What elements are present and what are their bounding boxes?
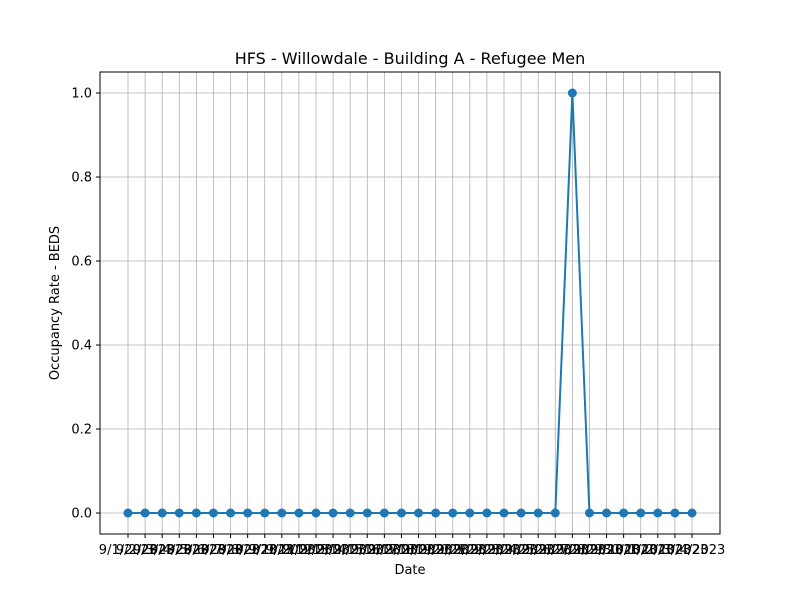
x-tick-label: 10/3/2023 [642,543,709,558]
x-tick-label: 9/4/2023 [150,543,208,558]
data-point [345,508,355,518]
x-tick-label: 9/2/2023 [116,543,174,558]
data-point [636,508,646,518]
y-tick-label: 0.6 [71,255,92,270]
x-tick-label: 10/4/2023 [659,543,726,558]
x-tick-label: 9/27/2023 [539,543,606,558]
x-tick-label: 9/17/2023 [368,543,435,558]
x-tick-label: 9/10/2023 [248,543,315,558]
x-tick-label: 9/20/2023 [419,543,486,558]
data-point [123,508,133,518]
data-point [687,508,697,518]
data-point [448,508,458,518]
data-point [567,88,577,98]
x-tick-label: 9/14/2023 [317,543,384,558]
data-point [414,508,424,518]
data-point [516,508,526,518]
grid-layer [100,72,720,534]
y-tick-label: 0.0 [71,507,92,522]
x-tick-label: 9/29/2023 [573,543,640,558]
x-tick-label: 9/22/2023 [454,543,521,558]
x-tick-label: 9/3/2023 [133,543,191,558]
x-tick-label: 9/28/2023 [556,543,623,558]
x-tick-label: 9/21/2023 [436,543,503,558]
data-point [396,508,406,518]
x-tick-label: 9/24/2023 [488,543,555,558]
data-point [670,508,680,518]
data-point [653,508,663,518]
x-tick-label: 9/26/2023 [522,543,589,558]
data-point [584,508,594,518]
x-tick-label: 9/11/2023 [266,543,333,558]
x-tick-label: 9/25/2023 [505,543,572,558]
plot-area-frame [99,71,721,535]
x-tick-label: 9/8/2023 [218,543,276,558]
x-tick-label: 9/23/2023 [471,543,538,558]
data-point [619,508,629,518]
y-tick-label: 1.0 [71,87,92,102]
x-tick-label: 9/9/2023 [236,543,294,558]
data-point [311,508,321,518]
tick-layer: 9/1/20239/2/20239/3/20239/4/20239/5/2023… [71,87,725,559]
data-point [243,508,253,518]
data-point [174,508,184,518]
x-axis-label: Date [394,563,425,578]
data-point [533,508,543,518]
data-point [602,508,612,518]
x-tick-label: 9/13/2023 [300,543,367,558]
x-tick-label: 9/6/2023 [184,543,242,558]
data-point [550,508,560,518]
x-tick-label: 9/30/2023 [590,543,657,558]
data-point [191,508,201,518]
x-tick-label: 9/15/2023 [334,543,401,558]
series-line [128,92,692,514]
x-tick-label: 10/2/2023 [624,543,691,558]
data-point [362,508,372,518]
data-point [226,508,236,518]
data-point [499,508,509,518]
data-point [140,508,150,518]
y-axis-label: Occupancy Rate - BEDS [48,226,63,380]
data-point [208,508,218,518]
x-tick-label: 9/7/2023 [201,543,259,558]
data-point [277,508,287,518]
data-point [465,508,475,518]
data-point [157,508,167,518]
data-point [328,508,338,518]
y-tick-label: 0.4 [71,339,92,354]
series-layer [123,88,697,518]
x-tick-label: 10/1/2023 [607,543,674,558]
data-point [379,508,389,518]
x-tick-label: 9/1/2023 [99,543,157,558]
x-tick-label: 9/5/2023 [167,543,225,558]
data-point [260,508,270,518]
chart-title: HFS - Willowdale - Building A - Refugee … [235,49,586,68]
y-tick-label: 0.2 [71,423,92,438]
data-point [482,508,492,518]
x-tick-label: 9/12/2023 [283,543,350,558]
x-tick-label: 9/18/2023 [385,543,452,558]
data-point [294,508,304,518]
data-point [431,508,441,518]
x-tick-label: 9/19/2023 [402,543,469,558]
y-tick-label: 0.8 [71,171,92,186]
x-tick-label: 9/16/2023 [351,543,418,558]
